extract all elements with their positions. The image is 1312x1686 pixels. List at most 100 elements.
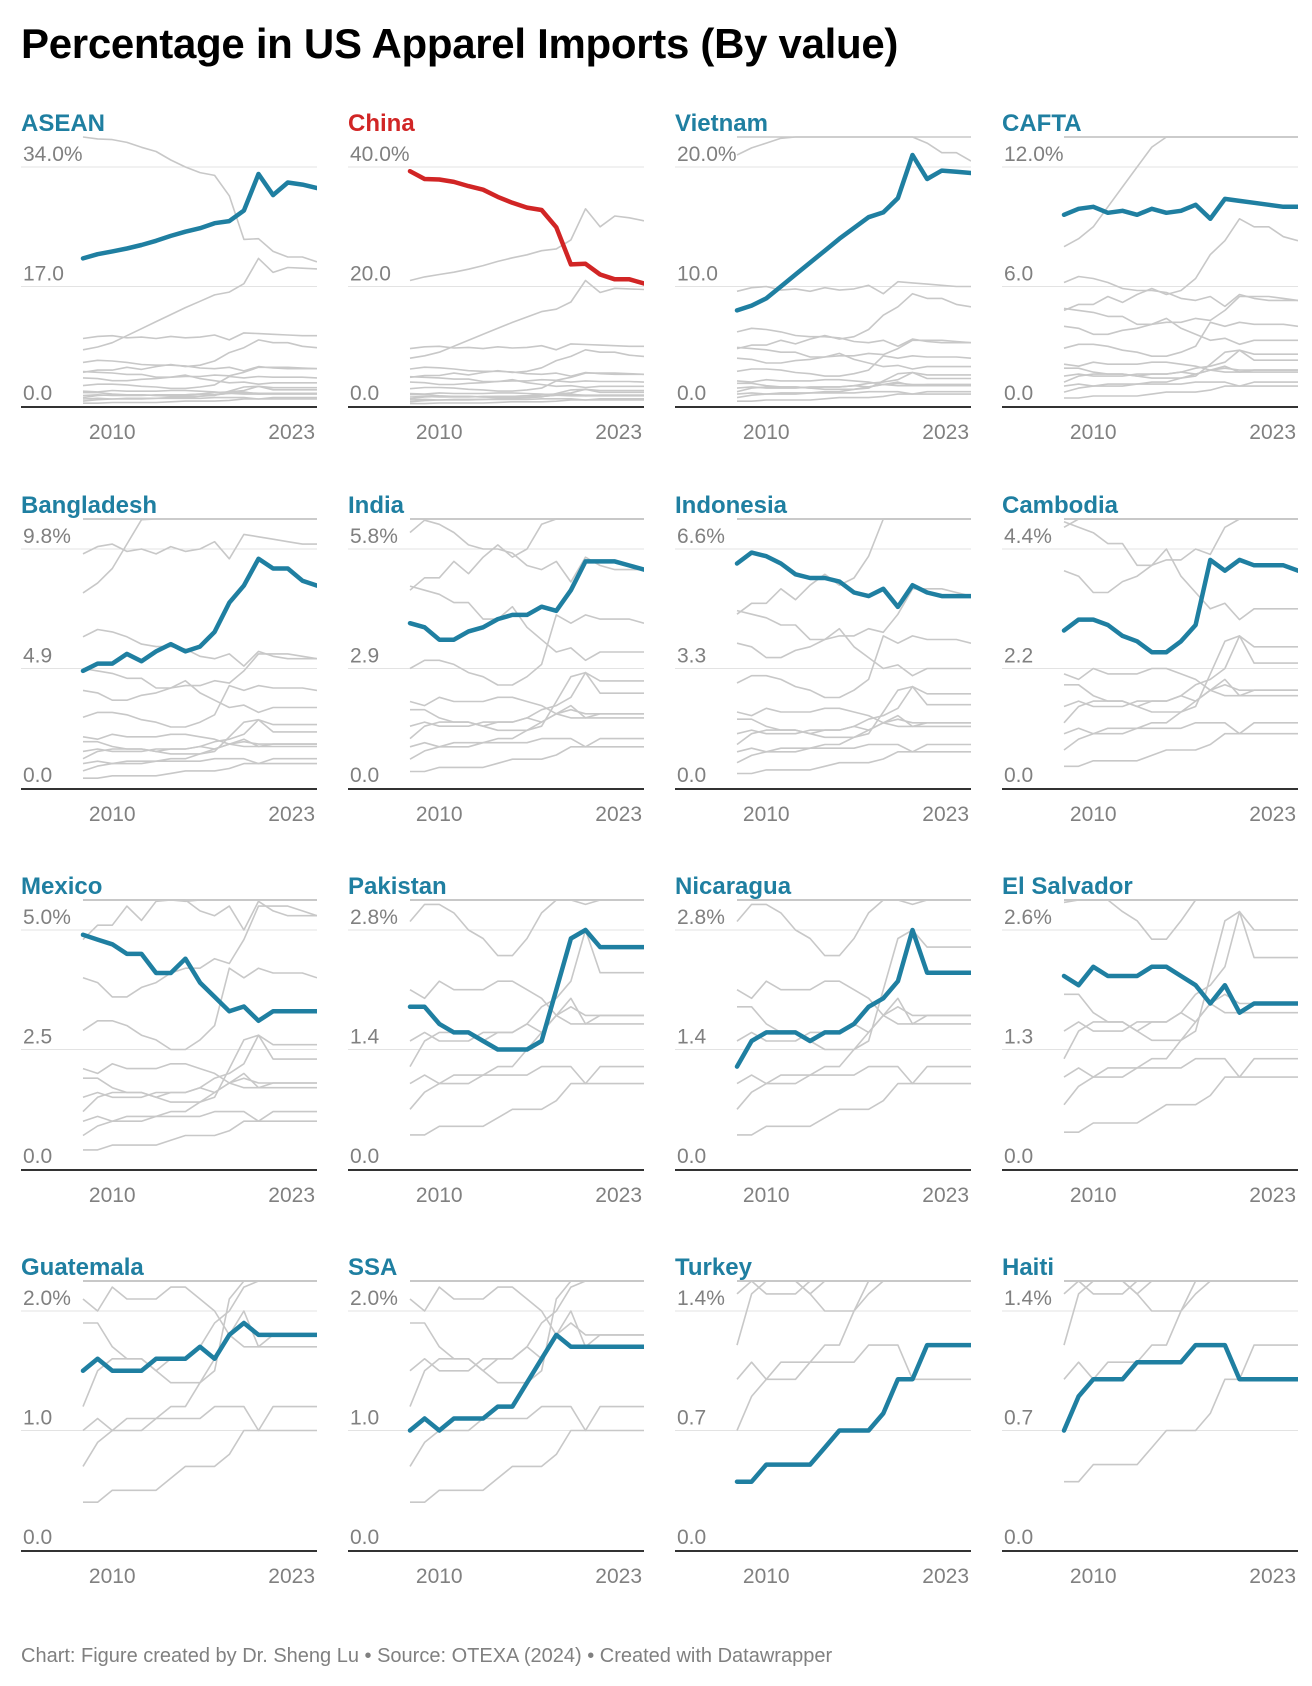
context-series-line [82, 1110, 317, 1137]
panel-title: Indonesia [675, 492, 788, 519]
x-tick-label: 2010 [89, 803, 136, 826]
context-series-line [82, 684, 317, 728]
y-tick-label: 1.4 [350, 1026, 380, 1049]
context-series-line [1064, 381, 1298, 399]
context-series-line [82, 628, 317, 667]
y-tick-label: 20.0% [677, 143, 737, 166]
context-series-line [737, 390, 971, 403]
panel-plot: 0.0 6.0 12.0% 2010 2023 [1002, 136, 1298, 444]
context-series-line [1063, 1280, 1298, 1295]
context-series-line [736, 1344, 971, 1431]
x-tick-label: 2023 [268, 1184, 315, 1207]
x-tick-label: 2023 [595, 803, 642, 826]
context-series-line [82, 391, 317, 397]
context-series-line [82, 1082, 317, 1122]
context-series-line [82, 332, 317, 341]
context-series-line [1063, 1280, 1298, 1381]
highlight-series-line [734, 550, 971, 610]
context-series-line [82, 967, 317, 1051]
x-tick-label: 2023 [922, 803, 969, 826]
x-tick-label: 2023 [922, 421, 969, 444]
x-tick-label: 2010 [416, 803, 463, 826]
context-series-line [1063, 295, 1298, 336]
context-series-line [410, 1280, 644, 1384]
y-tick-label: 4.4% [1004, 525, 1052, 548]
context-series-line [410, 899, 644, 906]
panel-mexico: Mexico 0.0 2.5 5.0% 2010 2023 [21, 873, 317, 1223]
panel-plot: 0.0 1.4 2.8% 2010 2023 [348, 899, 644, 1207]
context-series-line [736, 1014, 971, 1085]
x-tick-label: 2023 [1249, 803, 1296, 826]
highlight-series-line [1061, 196, 1298, 222]
y-tick-label: 0.0 [1004, 1145, 1033, 1168]
context-series-line [1063, 684, 1298, 708]
context-series-line [1063, 518, 1298, 528]
y-tick-label: 2.6% [1004, 906, 1052, 929]
y-tick-label: 0.0 [677, 1145, 706, 1168]
context-series-line [409, 1286, 644, 1348]
y-tick-label: 9.8% [23, 525, 71, 548]
context-series-line [409, 614, 644, 686]
context-series-line [82, 370, 317, 386]
y-tick-label: 0.0 [350, 764, 379, 787]
y-tick-label: 2.8% [350, 906, 398, 929]
context-series-line [82, 653, 317, 701]
x-tick-label: 2023 [268, 803, 315, 826]
y-tick-label: 0.0 [23, 1526, 52, 1549]
y-tick-label: 1.4% [677, 1287, 725, 1310]
context-series-line [83, 1280, 317, 1384]
context-series-line [83, 1405, 317, 1503]
x-tick-label: 2010 [89, 421, 136, 444]
highlight-series-line [407, 927, 644, 1052]
context-series-line [1063, 722, 1298, 751]
panel-title: Guatemala [21, 1254, 144, 1281]
panel-cambodia: Cambodia 0.0 2.2 4.4% 2010 2023 [1002, 492, 1298, 842]
highlight-series-line [407, 559, 644, 642]
context-series-line [736, 339, 971, 364]
y-tick-label: 6.0 [1004, 263, 1033, 286]
panel-haiti: Haiti 0.0 0.7 1.4% 2010 2023 [1002, 1254, 1298, 1604]
panel-india: India 0.0 2.9 5.8% 2010 2023 [348, 492, 644, 842]
context-series-line [409, 349, 644, 379]
context-series-line [409, 519, 644, 583]
highlight-series-line [80, 171, 317, 261]
footer-separator: • [358, 1645, 378, 1667]
context-series-line [82, 1034, 317, 1113]
y-tick-label: 2.0% [350, 1287, 398, 1310]
context-series-line [410, 1065, 644, 1136]
y-tick-label: 1.4% [1004, 1287, 1052, 1310]
context-series-line [1063, 275, 1298, 308]
x-tick-label: 2010 [743, 421, 790, 444]
context-series-line [737, 136, 971, 162]
context-series-line [1063, 1002, 1298, 1078]
context-series-line [82, 396, 317, 402]
y-tick-label: 20.0 [350, 263, 391, 286]
context-series-line [409, 671, 644, 740]
context-series-line [1063, 635, 1298, 724]
context-series-line [82, 1405, 317, 1467]
context-series-line [82, 899, 317, 941]
context-series-line [736, 327, 971, 348]
y-tick-label: 0.0 [350, 1145, 379, 1168]
context-series-line [1063, 1280, 1298, 1346]
footer-separator: • [581, 1645, 600, 1667]
y-tick-label: 10.0 [677, 263, 718, 286]
y-tick-label: 1.3 [1004, 1026, 1033, 1049]
context-series-line [409, 737, 644, 760]
context-series-line [736, 609, 971, 677]
panel-asean: ASEAN 0.0 17.0 34.0% 2010 2023 [21, 110, 317, 460]
context-series-line [82, 667, 317, 714]
context-series-line [409, 1405, 644, 1467]
context-series-line [409, 713, 644, 748]
panel-title: Mexico [21, 873, 103, 900]
x-tick-label: 2010 [416, 1565, 463, 1588]
context-series-line [737, 1280, 971, 1312]
highlight-series-line [734, 152, 971, 313]
x-tick-label: 2010 [743, 1565, 790, 1588]
context-series-line [82, 743, 317, 765]
panel-plot: 0.0 1.0 2.0% 2010 2023 [21, 1280, 317, 1588]
y-tick-label: 0.0 [350, 382, 379, 405]
panel-plot: 0.0 2.2 4.4% 2010 2023 [1002, 518, 1298, 826]
context-series-line [736, 390, 971, 399]
panel-title: Bangladesh [21, 492, 158, 519]
